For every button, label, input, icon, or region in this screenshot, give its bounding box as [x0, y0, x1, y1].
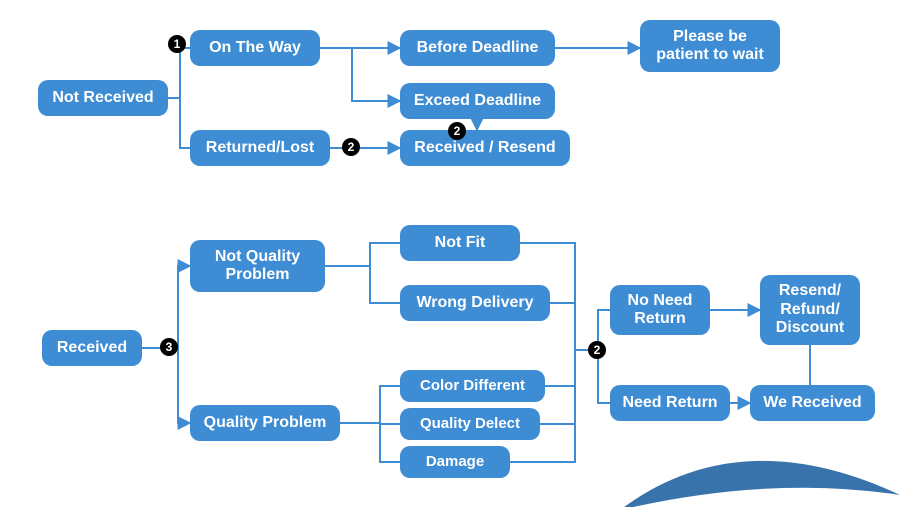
edge-0 — [168, 48, 190, 98]
badge-b3: 2 — [448, 122, 466, 140]
badge-b4: 3 — [160, 338, 178, 356]
decorative-swoosh — [600, 440, 900, 507]
node-please_wait: Please be patient to wait — [640, 20, 780, 72]
node-received_resend: Received / Resend — [400, 130, 570, 166]
node-not_received: Not Received — [38, 80, 168, 116]
node-wrong_delivery: Wrong Delivery — [400, 285, 550, 321]
edge-8 — [142, 348, 190, 423]
edge-1 — [168, 98, 190, 148]
edge-11 — [340, 386, 400, 423]
node-on_the_way: On The Way — [190, 30, 320, 66]
node-damage: Damage — [400, 446, 510, 478]
edge-10 — [325, 266, 400, 303]
edge-13 — [340, 423, 400, 462]
node-exceed_deadline: Exceed Deadline — [400, 83, 555, 119]
badge-b2: 2 — [342, 138, 360, 156]
edge-12 — [340, 423, 400, 424]
node-resend_refund: Resend/ Refund/ Discount — [760, 275, 860, 345]
node-no_need_return: No Need Return — [610, 285, 710, 335]
node-quality_problem: Quality Problem — [190, 405, 340, 441]
edge-7 — [142, 266, 190, 348]
edge-3 — [352, 48, 400, 101]
badge-b5: 2 — [588, 341, 606, 359]
node-received: Received — [42, 330, 142, 366]
node-quality_defect: Quality Delect — [400, 408, 540, 440]
node-need_return: Need Return — [610, 385, 730, 421]
node-we_received: We Received — [750, 385, 875, 421]
node-color_different: Color Different — [400, 370, 545, 402]
node-not_fit: Not Fit — [400, 225, 520, 261]
edge-9 — [325, 243, 400, 266]
node-not_quality: Not Quality Problem — [190, 240, 325, 292]
badge-b1: 1 — [168, 35, 186, 53]
node-before_deadline: Before Deadline — [400, 30, 555, 66]
node-returned_lost: Returned/Lost — [190, 130, 330, 166]
